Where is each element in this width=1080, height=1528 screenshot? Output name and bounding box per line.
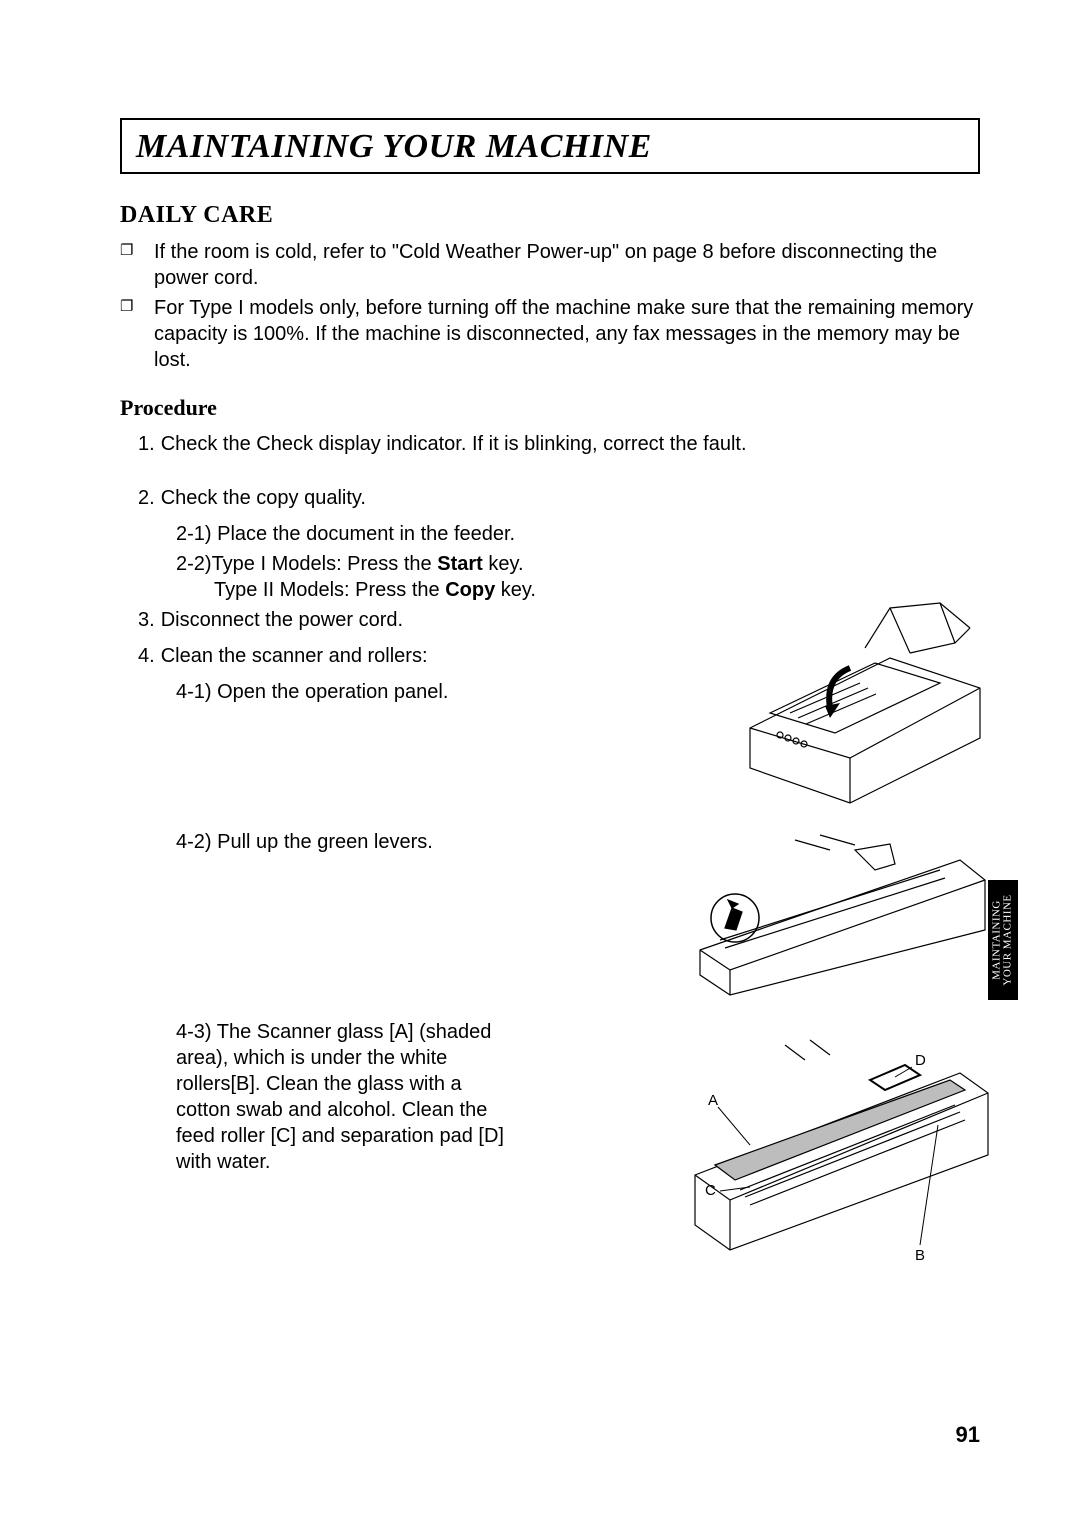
figure-scanner-glass: A D C B — [690, 1035, 990, 1275]
label-b: B — [915, 1247, 925, 1264]
figure-green-levers — [690, 830, 990, 1000]
substep: 4-3) The Scanner glass [A] (shaded area)… — [120, 1019, 520, 1175]
section-tab: MAINTAININGYOUR MACHINE — [988, 880, 1018, 1000]
step-text: Disconnect the power cord. — [155, 607, 403, 633]
section-heading: DAILY CARE — [120, 202, 980, 229]
chapter-title-box: MAINTAINING YOUR MACHINE — [120, 118, 980, 174]
figure-open-panel — [710, 598, 990, 808]
substep: 4-1) Open the operation panel. — [120, 679, 570, 705]
page-number: 91 — [956, 1422, 980, 1448]
step-number: 3. — [120, 607, 155, 633]
bullet-item: ❐ For Type I models only, before turning… — [120, 295, 980, 373]
label-d: D — [915, 1052, 926, 1069]
substep: 2-2)Type I Models: Press the Start key. … — [120, 551, 570, 603]
step-text: Check the Check display indicator. If it… — [155, 431, 747, 457]
bullet-icon: ❐ — [120, 239, 154, 263]
step-text: Clean the scanner and rollers: — [155, 643, 428, 669]
step-number: 4. — [120, 643, 155, 669]
label-a: A — [708, 1092, 718, 1109]
step-number: 1. — [120, 431, 155, 457]
step-item: 1. Check the Check display indicator. If… — [120, 431, 980, 457]
bullet-item: ❐ If the room is cold, refer to "Cold We… — [120, 239, 980, 291]
step-item: 2. Check the copy quality. — [120, 485, 980, 511]
step-number: 2. — [120, 485, 155, 511]
chapter-title: MAINTAINING YOUR MACHINE — [136, 128, 964, 166]
bullet-icon: ❐ — [120, 295, 154, 319]
label-c: C — [705, 1182, 716, 1199]
substep: 4-2) Pull up the green levers. — [120, 829, 570, 855]
bullet-text: If the room is cold, refer to "Cold Weat… — [154, 239, 980, 291]
bullet-text: For Type I models only, before turning o… — [154, 295, 980, 373]
step-text: Check the copy quality. — [155, 485, 366, 511]
substep: 2-1) Place the document in the feeder. — [120, 521, 570, 547]
procedure-heading: Procedure — [120, 395, 980, 421]
